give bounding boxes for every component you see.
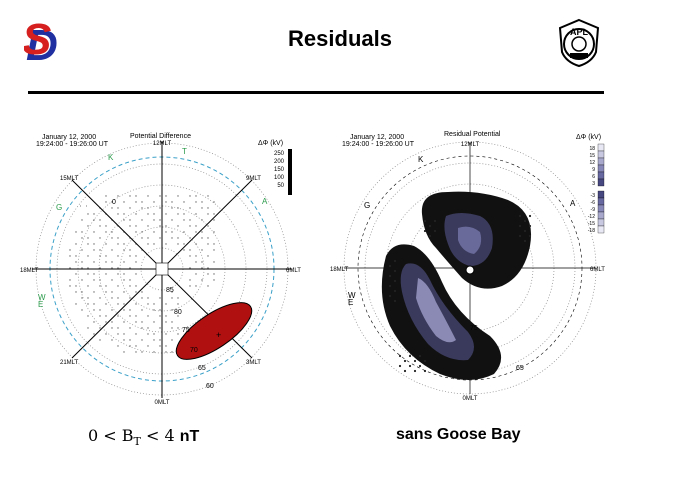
legend-value: -12 <box>588 214 595 220</box>
legend-value: 12 <box>589 160 595 166</box>
svg-text:S: S <box>24 15 51 64</box>
sd-logo: D S <box>24 15 58 70</box>
r-mlt-12: 12MLT <box>461 142 480 148</box>
svg-text:APL: APL <box>570 27 589 37</box>
left-legend-unit: ΔΦ (kV) <box>258 140 284 147</box>
r-station-a: A <box>570 199 576 208</box>
legend-value: -15 <box>588 221 595 227</box>
mlt-21: 21MLT <box>60 360 79 366</box>
mlt-0: 0MLT <box>155 400 170 406</box>
dot-field <box>388 214 532 373</box>
legend-bar <box>288 149 292 195</box>
mlt-15: 15MLT <box>60 176 79 182</box>
legend-value: -18 <box>588 228 595 234</box>
legend-150: 150 <box>274 167 285 173</box>
left-polar-plot: + 12MLT 0MLT 18MLT 6MLT 15MLT 9MLT 21MLT… <box>20 141 301 406</box>
legend-value: 9 <box>592 167 595 173</box>
legend-value: -6 <box>591 200 596 206</box>
right-caption: sans Goose Bay <box>396 426 521 443</box>
page-title: Residuals <box>288 26 392 51</box>
station-t: T <box>182 147 187 156</box>
lat-60: 60 <box>206 383 214 390</box>
mlt-6: 6MLT <box>286 268 301 274</box>
legend-value: 3 <box>592 181 595 187</box>
station-e: E <box>38 300 43 309</box>
mlt-18: 18MLT <box>20 268 39 274</box>
legend-value: -3 <box>591 193 596 199</box>
r-mlt-18: 18MLT <box>330 267 349 273</box>
legend-swatch <box>597 204 605 213</box>
r-station-g: G <box>364 201 370 210</box>
lat-80: 80 <box>174 309 182 316</box>
lat-85: 85 <box>166 287 174 294</box>
left-plot-title: Potential Difference <box>130 133 191 140</box>
legend-swatch <box>597 150 605 159</box>
header-rule <box>28 91 604 94</box>
station-k: K <box>108 153 114 162</box>
r-mlt-0: 0MLT <box>463 396 478 402</box>
apl-logo: APL <box>558 18 600 68</box>
legend-swatch <box>597 171 605 180</box>
r-station-k: K <box>418 155 424 164</box>
legend-swatch <box>597 178 605 187</box>
lat-65: 65 <box>198 365 206 372</box>
left-caption: 0 < BT < 4 nT <box>88 426 200 449</box>
r-station-e: E <box>348 298 353 307</box>
legend-200: 200 <box>274 159 285 165</box>
inner-zero-mark: 0 <box>112 199 116 206</box>
svg-text:+: + <box>216 330 221 340</box>
mlt-3: 3MLT <box>246 360 261 366</box>
r-mlt-6: 6MLT <box>590 267 605 273</box>
legend-swatch <box>597 190 605 199</box>
legend-value: -9 <box>591 207 596 213</box>
station-w: W <box>38 293 46 302</box>
legend-swatch <box>597 211 605 220</box>
svg-text:D: D <box>26 21 58 70</box>
legend-swatch <box>597 143 605 152</box>
legend-50: 50 <box>277 183 284 189</box>
right-date: January 12, 2000 <box>350 134 405 141</box>
r-lat-65: 65 <box>516 365 524 372</box>
right-polar-plot: 12MLT 0MLT 18MLT 6MLT K G A W E 75 65 18… <box>330 141 605 402</box>
legend-250: 250 <box>274 151 285 157</box>
legend-value: 15 <box>589 153 595 159</box>
right-legend-unit: ΔΦ (kV) <box>576 134 602 141</box>
station-a: A <box>262 197 268 206</box>
legend-swatch <box>597 157 605 166</box>
left-date: January 12, 2000 <box>42 134 97 141</box>
r-lat-75: 75 <box>470 325 478 332</box>
lat-70: 70 <box>190 347 198 354</box>
legend-swatch <box>597 218 605 227</box>
pole-marker <box>465 265 475 275</box>
legend-value: 6 <box>592 174 595 180</box>
mlt-12: 12MLT <box>153 141 172 147</box>
legend-100: 100 <box>274 175 285 181</box>
station-g: G <box>56 203 62 212</box>
legend-swatch <box>597 225 605 234</box>
legend-value: 18 <box>589 146 595 152</box>
lat-75: 75 <box>182 327 190 334</box>
right-time: 19:24:00 - 19:26:00 UT <box>342 141 414 148</box>
positive-residual-patch <box>175 302 253 360</box>
legend-swatch <box>597 197 605 206</box>
legend-swatch <box>597 164 605 173</box>
mlt-9: 9MLT <box>246 176 261 182</box>
left-time: 19:24:00 - 19:26:00 UT <box>36 141 108 148</box>
right-plot-title: Residual Potential <box>444 131 501 138</box>
r-station-w: W <box>348 291 356 300</box>
